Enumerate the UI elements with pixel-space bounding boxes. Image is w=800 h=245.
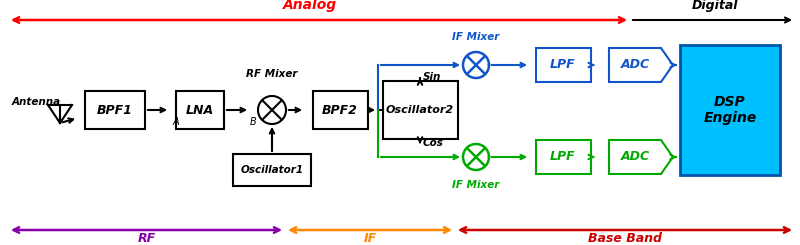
Text: Digital: Digital xyxy=(692,0,738,12)
Text: Cos: Cos xyxy=(423,138,444,148)
Bar xyxy=(233,154,311,186)
Text: Analog: Analog xyxy=(283,0,337,12)
Polygon shape xyxy=(609,48,673,82)
Bar xyxy=(176,91,224,129)
Bar xyxy=(680,45,780,175)
Text: LPF: LPF xyxy=(550,150,576,163)
Bar xyxy=(85,91,145,129)
Text: BPF1: BPF1 xyxy=(97,103,133,117)
Text: B: B xyxy=(250,117,256,127)
Text: Oscillator1: Oscillator1 xyxy=(241,165,303,175)
Bar xyxy=(535,140,590,174)
Text: LPF: LPF xyxy=(550,59,576,72)
Text: Sin: Sin xyxy=(423,73,442,83)
Text: LNA: LNA xyxy=(186,103,214,117)
Text: BPF2: BPF2 xyxy=(322,103,358,117)
Polygon shape xyxy=(609,140,673,174)
Text: ADC: ADC xyxy=(621,150,650,163)
Bar xyxy=(382,81,458,139)
Text: IF Mixer: IF Mixer xyxy=(452,180,500,190)
Text: RF Mixer: RF Mixer xyxy=(246,69,298,79)
Text: ADC: ADC xyxy=(621,59,650,72)
Text: Base Band: Base Band xyxy=(588,232,662,245)
Text: IF: IF xyxy=(363,232,377,245)
Bar xyxy=(313,91,367,129)
Text: Antenna: Antenna xyxy=(12,97,61,107)
Text: IF Mixer: IF Mixer xyxy=(452,32,500,42)
Text: A: A xyxy=(173,117,179,127)
Text: Oscillator2: Oscillator2 xyxy=(386,105,454,115)
Text: RF: RF xyxy=(138,232,156,245)
Bar xyxy=(535,48,590,82)
Text: DSP
Engine: DSP Engine xyxy=(703,95,757,125)
